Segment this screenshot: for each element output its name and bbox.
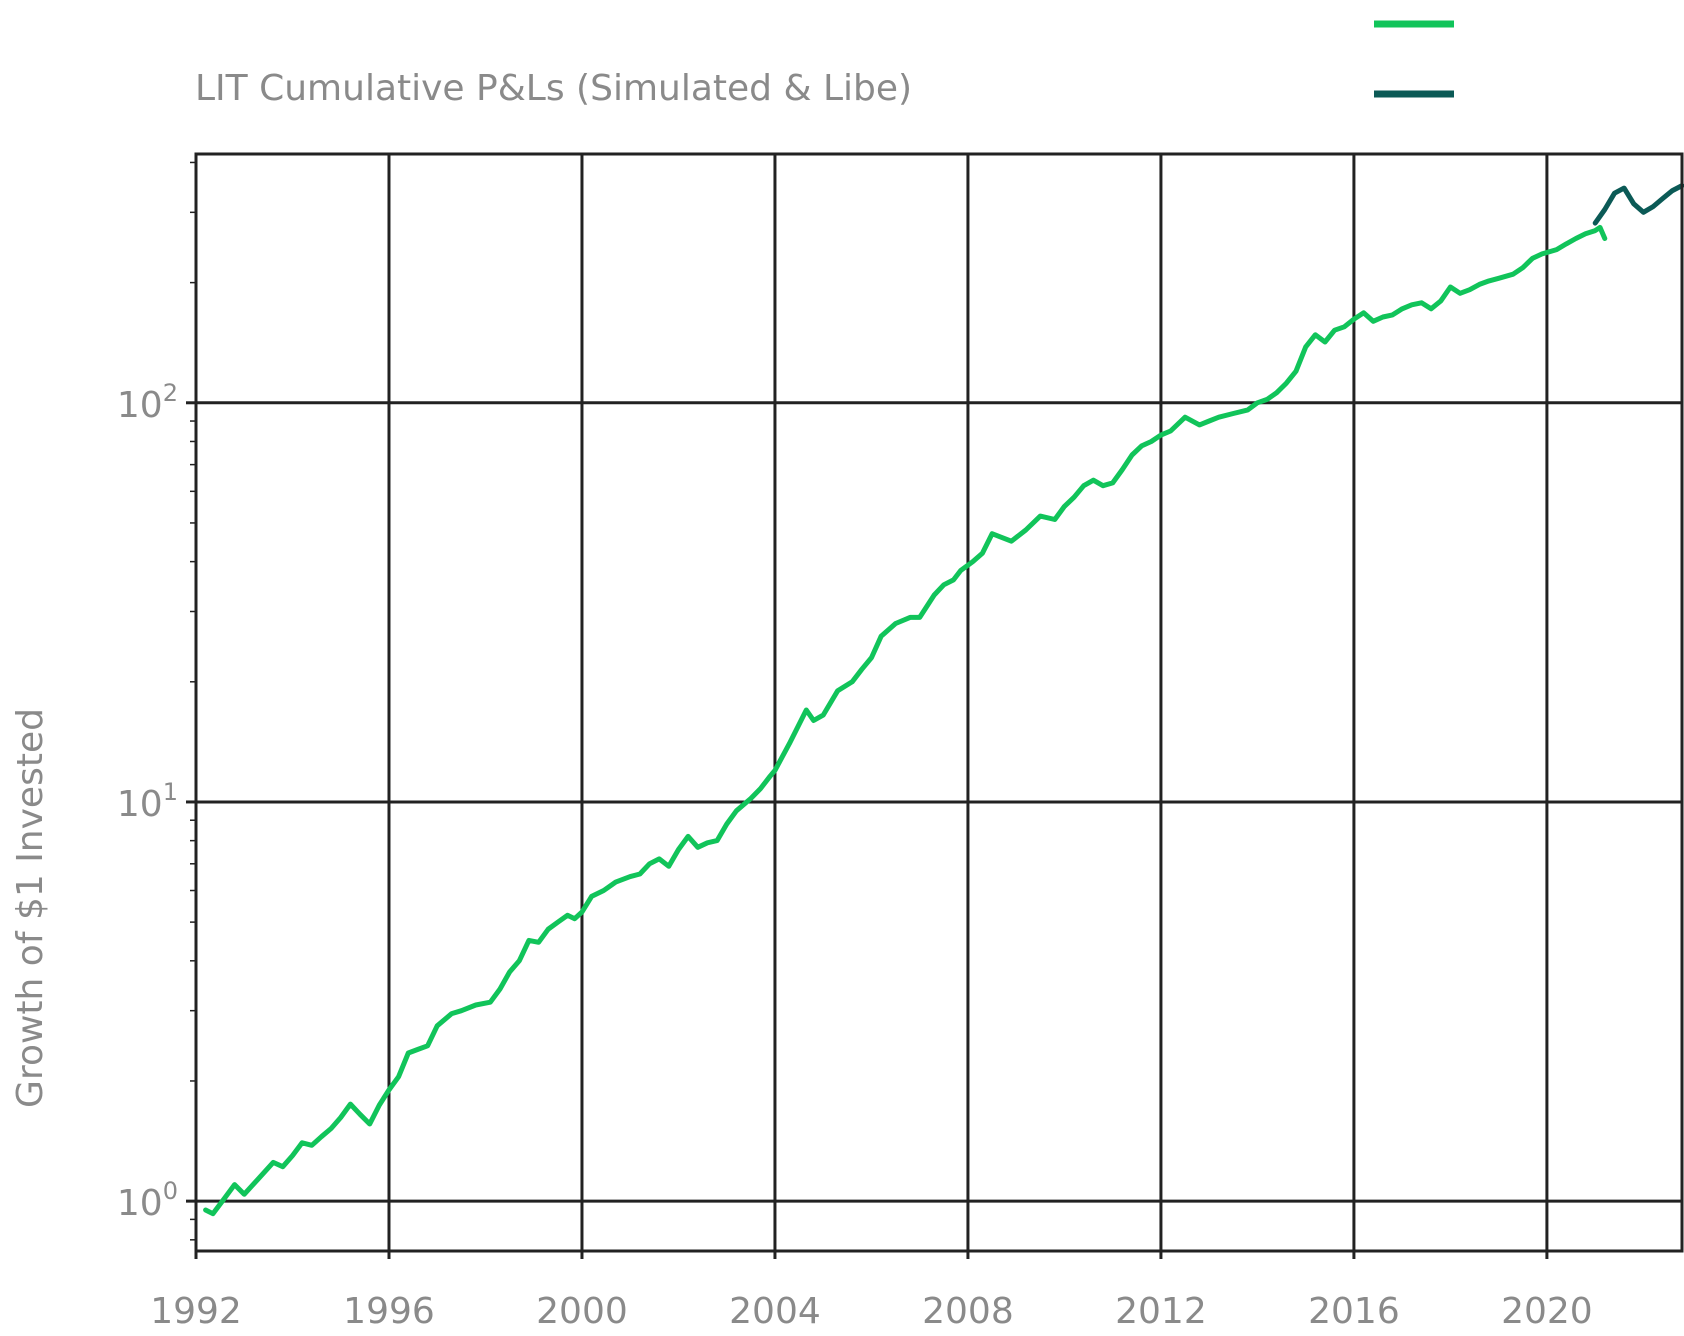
x-tick-label: 2004 xyxy=(729,1291,821,1332)
series-layer xyxy=(203,183,1684,1217)
y-axis-ticks: 100 101 102 xyxy=(117,379,196,1224)
x-tick-label: 2000 xyxy=(536,1291,628,1332)
x-tick-label: 2012 xyxy=(1115,1291,1207,1332)
y-tick-label: 101 xyxy=(117,778,178,825)
y-axis-label: Growth of $1 Invested xyxy=(10,708,51,1108)
x-tick-label: 2008 xyxy=(922,1291,1014,1332)
y-tick-label: 100 xyxy=(117,1177,178,1224)
gridlines xyxy=(194,154,1682,1251)
x-tick-label: 1996 xyxy=(343,1291,435,1332)
x-axis-ticks: 1992 1996 2000 2004 2008 2012 2016 2020 xyxy=(150,1251,1593,1332)
x-tick-label: 1992 xyxy=(150,1291,242,1332)
y-tick-label: 102 xyxy=(117,379,178,426)
x-tick-label: 2016 xyxy=(1308,1291,1400,1332)
series-line-2 xyxy=(1592,183,1684,226)
plot-area xyxy=(194,152,1684,1253)
x-tick-label: 2020 xyxy=(1501,1291,1593,1332)
series-line-1 xyxy=(203,224,1608,1217)
legend xyxy=(1374,20,1454,98)
chart-title: LIT Cumulative P&Ls (Simulated & Libe) xyxy=(195,68,912,109)
